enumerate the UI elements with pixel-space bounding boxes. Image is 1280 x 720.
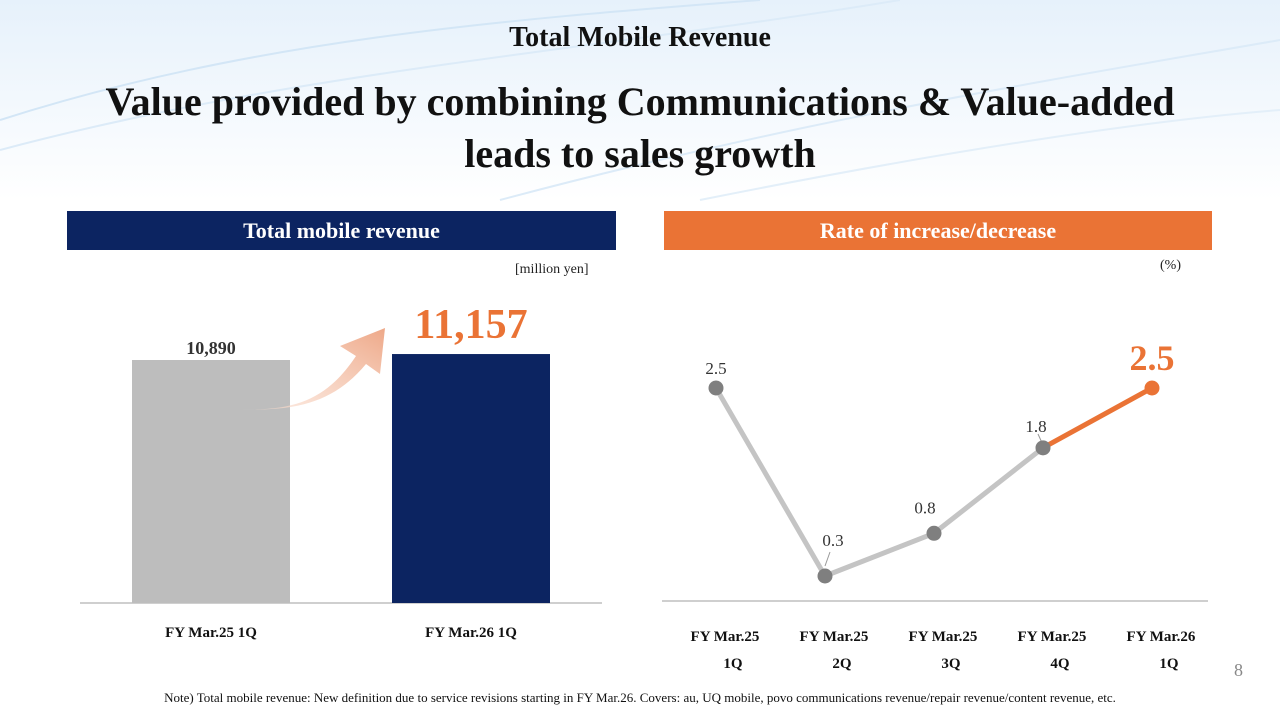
- line-category-label-line1: FY Mar.25: [1018, 629, 1087, 645]
- line-value-label-3: 0.8: [914, 498, 935, 517]
- leader-line: [824, 551, 831, 567]
- line-point-3: [926, 525, 942, 541]
- line-category-label-line1: FY Mar.25: [800, 629, 869, 645]
- line-category-label-line2: 2Q: [832, 656, 852, 672]
- line-category-label-line2: 3Q: [941, 656, 961, 672]
- line-point-4: [1035, 440, 1051, 456]
- line-value-label-4: 1.8: [1025, 417, 1046, 436]
- page-kicker: Total Mobile Revenue: [509, 22, 771, 53]
- line-category-label-line1: FY Mar.26: [1127, 629, 1196, 645]
- line-category-label-line2: 1Q: [723, 656, 743, 672]
- line-point-2: [817, 568, 833, 584]
- line-value-label-5: 2.5: [1130, 338, 1175, 378]
- line-series-past: [713, 386, 1045, 579]
- line-category-label-line2: 4Q: [1050, 656, 1070, 672]
- page-title: Value provided by combining Communicatio…: [40, 76, 1240, 180]
- line-series-latest: [1040, 385, 1155, 451]
- bar-chart-unit: [million yen]: [515, 262, 589, 277]
- line-point-5: [1144, 380, 1160, 396]
- bar-value-label-1: 10,890: [186, 338, 236, 358]
- page-title-line1: Value provided by combining Communicatio…: [105, 79, 1175, 124]
- line-category-label-line2: 1Q: [1159, 656, 1179, 672]
- bar-chart-header: Total mobile revenue: [67, 211, 616, 250]
- bar-1: [132, 360, 290, 603]
- line-chart-unit: (%): [1160, 258, 1181, 273]
- bar-2: [392, 354, 550, 603]
- growth-arrow-icon: [240, 328, 385, 410]
- line-value-label-1: 2.5: [705, 359, 726, 378]
- line-value-label-2: 0.3: [822, 531, 843, 550]
- bar-value-label-2: 11,157: [414, 302, 527, 348]
- line-category-label-line1: FY Mar.25: [691, 629, 760, 645]
- footnote: Note) Total mobile revenue: New definiti…: [164, 690, 1116, 705]
- line-point-1: [708, 380, 724, 396]
- line-chart-header: Rate of increase/decrease: [664, 211, 1212, 250]
- line-category-label-line1: FY Mar.25: [909, 629, 978, 645]
- page-number: 8: [1234, 660, 1243, 680]
- bar-category-label: FY Mar.25 1Q: [165, 625, 257, 641]
- bar-category-label: FY Mar.26 1Q: [425, 625, 517, 641]
- page-title-line2: leads to sales growth: [464, 131, 816, 176]
